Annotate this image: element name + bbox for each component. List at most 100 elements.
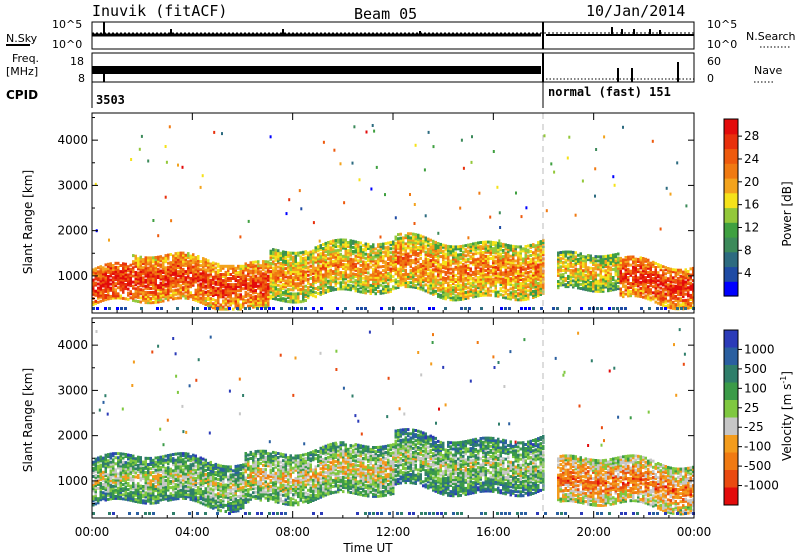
power-cell [654, 270, 657, 274]
power-cell [434, 253, 437, 257]
power-cell [129, 292, 132, 296]
power-cell [497, 254, 500, 257]
power-cell [319, 266, 322, 270]
power-cell [234, 305, 237, 309]
power-cell [627, 290, 630, 294]
power-cell [479, 275, 482, 279]
power-cell [659, 280, 662, 284]
power-cell [204, 278, 207, 282]
power-cell [497, 272, 500, 276]
power-cell [512, 277, 515, 281]
power-cell [172, 285, 175, 289]
power-cell [304, 260, 307, 264]
nsky-spikes [103, 22, 661, 35]
power-cell [399, 240, 402, 244]
power-cell [352, 239, 355, 243]
power-cell [494, 280, 497, 283]
power-cell [514, 283, 517, 287]
power-ground-cell [244, 307, 247, 310]
power-cell [659, 276, 662, 280]
power-cell [664, 278, 667, 282]
power-cell [634, 267, 637, 271]
power-cell [469, 283, 472, 287]
power-cell [682, 274, 685, 278]
power-cell [322, 281, 325, 285]
power-cell [419, 283, 422, 287]
power-cell [464, 286, 467, 290]
power-cell [614, 253, 617, 257]
power-cell [619, 279, 622, 283]
power-cell [529, 288, 532, 292]
power-cell [417, 233, 420, 237]
power-cell [187, 288, 190, 292]
power-cell [142, 292, 145, 296]
power-cell [147, 278, 150, 282]
power-cell [504, 267, 507, 271]
power-cell [519, 273, 522, 277]
power-cell [517, 245, 520, 249]
power-cell [162, 266, 165, 270]
power-cell [389, 247, 392, 251]
power-cell [442, 245, 445, 249]
power-cell [472, 277, 475, 280]
power-cell [567, 258, 570, 262]
power-cell [484, 250, 487, 254]
power-cell [449, 275, 452, 279]
power-cell [637, 260, 640, 263]
power-cell [494, 288, 497, 292]
power-cell [634, 265, 637, 269]
power-cell [287, 259, 290, 263]
power-cell [297, 265, 300, 269]
power-cell [144, 278, 147, 282]
power-cell [564, 279, 567, 282]
power-cell [167, 273, 170, 277]
power-cell [604, 257, 607, 260]
power-cell [234, 301, 237, 305]
power-cell [239, 266, 242, 270]
power-cell [482, 285, 485, 289]
power-cell [444, 254, 447, 258]
power-cell [589, 258, 592, 262]
power-cell [364, 275, 367, 279]
cpid-segment-1: 3503 [96, 93, 125, 107]
power-ground-cell [260, 307, 263, 310]
power-cell [172, 266, 175, 270]
power-cell [439, 263, 442, 267]
power-cell [284, 289, 287, 293]
velocity-cell [92, 462, 95, 466]
power-cell [619, 267, 622, 271]
power-cell [312, 257, 315, 261]
power-cell [169, 277, 172, 281]
power-cell [169, 281, 172, 285]
power-cell [339, 277, 342, 281]
power-cell [647, 279, 650, 283]
power-cell [397, 284, 400, 287]
power-cell [504, 269, 507, 273]
power-cell [659, 298, 662, 302]
power-cell [249, 304, 252, 308]
power-cell [274, 248, 277, 252]
power-cell [429, 265, 432, 269]
power-cell [449, 267, 452, 271]
power-cell [119, 286, 122, 290]
power-cell [457, 253, 460, 257]
power-cell [129, 284, 132, 288]
power-cell [497, 268, 500, 272]
power-cell [219, 268, 222, 272]
power-cell [427, 268, 430, 272]
power-cell [384, 280, 387, 284]
power-ground-cell [620, 307, 623, 310]
power-cell [197, 267, 200, 271]
power-cell [339, 238, 342, 242]
power-cell [477, 269, 480, 273]
power-cell [469, 267, 472, 271]
power-cell [152, 266, 155, 270]
power-cell [239, 297, 242, 301]
power-cell [472, 256, 475, 260]
power-cell [474, 270, 477, 274]
power-cell [254, 297, 257, 301]
power-cell [287, 267, 290, 271]
power-cell [487, 263, 490, 266]
power-cell [412, 236, 415, 240]
power-cell [264, 280, 267, 284]
